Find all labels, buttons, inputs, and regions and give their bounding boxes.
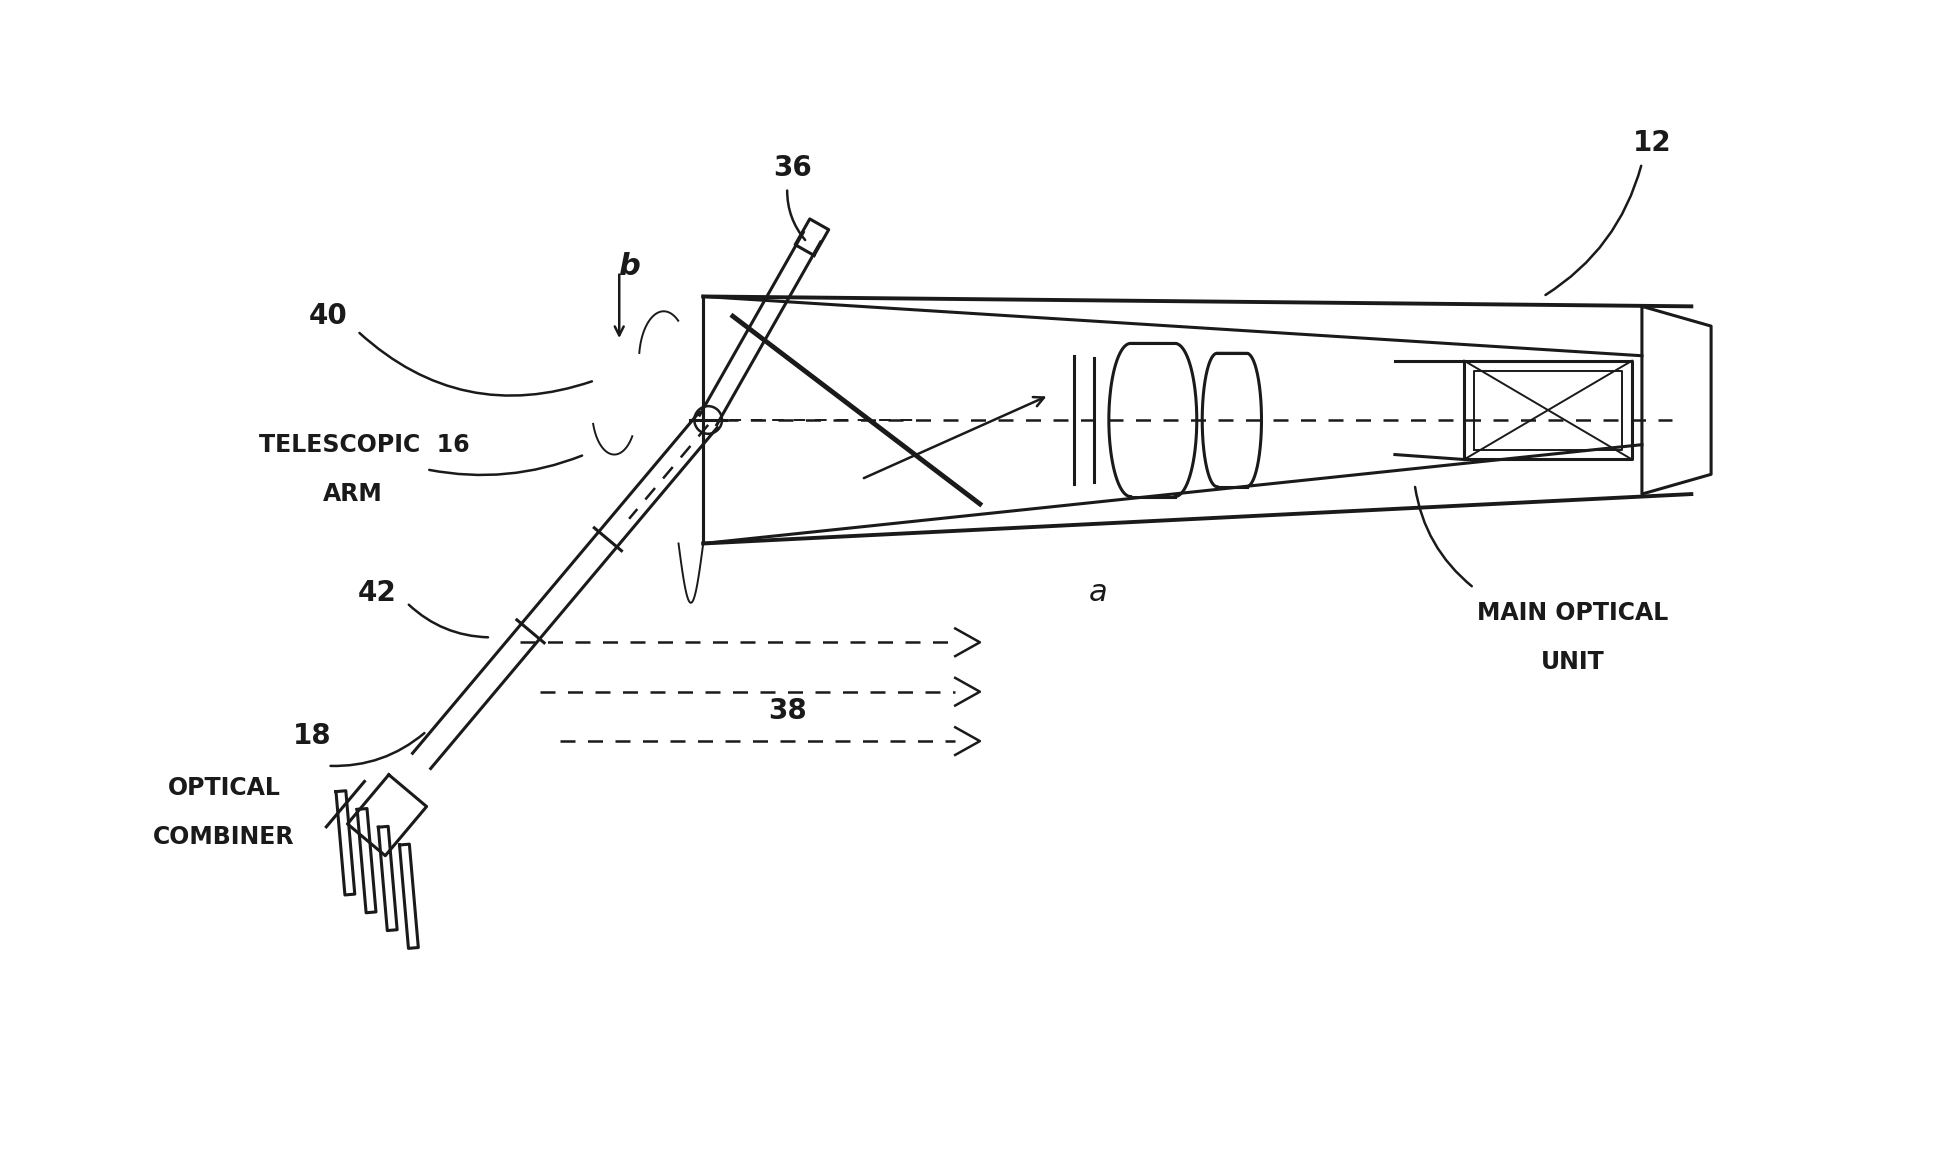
Text: UNIT: UNIT	[1540, 651, 1604, 674]
Text: 18: 18	[293, 722, 332, 750]
Text: 40: 40	[309, 303, 348, 331]
FancyArrowPatch shape	[410, 605, 487, 638]
Text: 36: 36	[773, 154, 812, 182]
Text: ARM: ARM	[322, 482, 383, 506]
FancyArrowPatch shape	[787, 190, 806, 239]
Text: OPTICAL: OPTICAL	[167, 776, 280, 800]
Text: 38: 38	[767, 697, 806, 725]
Text: 42: 42	[357, 579, 396, 607]
FancyArrowPatch shape	[359, 333, 592, 396]
Text: TELESCOPIC  16: TELESCOPIC 16	[258, 432, 470, 457]
Text: 12: 12	[1633, 130, 1672, 158]
Text: a: a	[1089, 578, 1107, 607]
FancyArrowPatch shape	[1546, 166, 1641, 296]
Text: COMBINER: COMBINER	[153, 825, 295, 849]
Text: b: b	[618, 252, 641, 281]
FancyArrowPatch shape	[429, 456, 583, 475]
Text: MAIN OPTICAL: MAIN OPTICAL	[1478, 600, 1668, 625]
FancyArrowPatch shape	[330, 734, 425, 766]
FancyArrowPatch shape	[1416, 487, 1472, 586]
